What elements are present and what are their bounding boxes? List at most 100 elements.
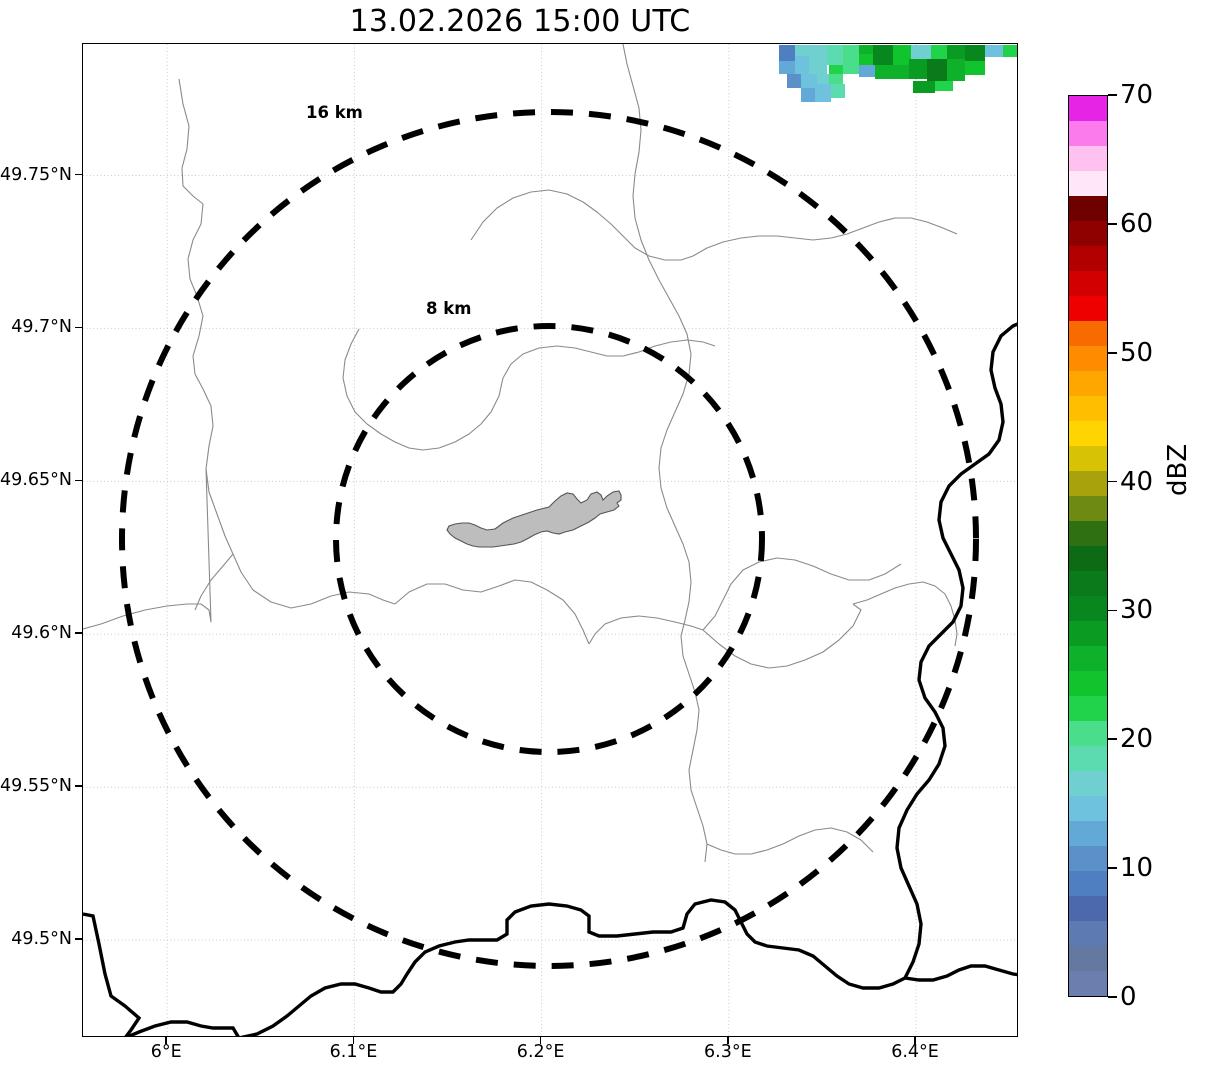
- colorbar-band: [1069, 846, 1107, 871]
- radar-cell: [947, 45, 965, 59]
- range-ring-label-8km: 8 km: [426, 299, 472, 318]
- figure-title: 13.02.2026 15:00 UTC: [349, 4, 691, 39]
- radar-cell: [935, 81, 953, 91]
- radar-cell: [859, 65, 875, 77]
- y-axis-tick-label: 49.65°N: [0, 470, 72, 491]
- x-axis-tick-label: 6.2°E: [516, 1042, 565, 1062]
- colorbar-tick-mark: [1108, 223, 1117, 225]
- radar-cell: [965, 61, 985, 75]
- colorbar-tick-mark: [1108, 94, 1117, 96]
- colorbar-band: [1069, 746, 1107, 771]
- radar-cell: [843, 61, 859, 74]
- radar-cell: [831, 84, 845, 98]
- y-axis-tick-label: 49.5°N: [11, 929, 72, 950]
- radar-cell: [817, 74, 829, 84]
- x-axis-tick-mark: [352, 1037, 355, 1044]
- radar-cell: [913, 81, 935, 93]
- colorbar-tick-label: 60: [1120, 208, 1154, 239]
- colorbar-band: [1069, 321, 1107, 346]
- y-axis-tick-mark: [75, 632, 82, 635]
- radar-cell: [875, 65, 891, 79]
- radar-cell: [795, 45, 809, 56]
- colorbar-tick-mark: [1108, 480, 1117, 483]
- colorbar-tick-label: 50: [1120, 337, 1154, 368]
- colorbar-band: [1069, 246, 1107, 271]
- radar-cell: [909, 59, 927, 79]
- colorbar-tick-label: 70: [1120, 80, 1154, 110]
- radar-cell: [815, 84, 831, 102]
- radar-cell: [843, 45, 859, 61]
- colorbar-band: [1069, 896, 1107, 921]
- colorbar[interactable]: [1068, 95, 1108, 997]
- range-ring-16km: [119, 109, 979, 969]
- colorbar-band: [1069, 596, 1107, 621]
- radar-cell: [1003, 45, 1017, 57]
- y-axis-tick-mark: [75, 173, 82, 176]
- colorbar-tick-mark: [1108, 996, 1117, 998]
- colorbar-band: [1069, 871, 1107, 896]
- colorbar-band: [1069, 946, 1107, 971]
- colorbar-tick-label: 40: [1120, 466, 1154, 497]
- radar-cell: [873, 45, 893, 65]
- y-axis-tick-mark: [75, 938, 82, 940]
- grid-lines: [83, 44, 1017, 1036]
- x-axis-tick-mark: [539, 1037, 542, 1044]
- y-axis-tick-label: 49.7°N: [11, 317, 72, 338]
- y-axis-tick-label: 49.6°N: [11, 623, 72, 644]
- radar-cell: [931, 45, 947, 59]
- radar-cell: [911, 45, 931, 59]
- x-axis-tick-label: 6°E: [150, 1042, 182, 1062]
- range-ring-label-16km: 16 km: [306, 103, 363, 122]
- colorbar-label: dBZ: [1163, 443, 1193, 496]
- radar-cell: [829, 65, 843, 74]
- colorbar-band: [1069, 696, 1107, 721]
- colorbar-band: [1069, 771, 1107, 796]
- radar-reflectivity-cells: [779, 45, 1017, 102]
- radar-cell: [779, 45, 795, 61]
- range-ring-8km: [333, 323, 765, 755]
- colorbar-band: [1069, 721, 1107, 746]
- admin-boundaries: [83, 44, 958, 863]
- x-axis-tick-mark: [165, 1037, 168, 1044]
- colorbar-band: [1069, 796, 1107, 821]
- colorbar-band: [1069, 121, 1107, 146]
- map-plot-area[interactable]: 16 km 8 km: [82, 43, 1018, 1037]
- colorbar-band: [1069, 196, 1107, 221]
- colorbar-band: [1069, 621, 1107, 646]
- map-vector-layer: [83, 44, 1017, 1036]
- y-axis-tick-mark: [75, 785, 82, 787]
- colorbar-band: [1069, 446, 1107, 471]
- colorbar-tick-label: 20: [1120, 724, 1154, 755]
- radar-cell: [809, 58, 827, 74]
- colorbar-band: [1069, 521, 1107, 546]
- radar-cell: [809, 45, 827, 58]
- colorbar-band: [1069, 396, 1107, 421]
- radar-cell: [927, 59, 947, 81]
- radar-cell: [965, 45, 985, 61]
- y-axis-tick-mark: [75, 479, 82, 482]
- colorbar-band: [1069, 821, 1107, 846]
- y-axis-tick-label: 49.75°N: [0, 164, 72, 185]
- colorbar-band: [1069, 146, 1107, 171]
- radar-cell: [891, 65, 909, 79]
- colorbar-band: [1069, 571, 1107, 596]
- radar-cell: [795, 56, 809, 74]
- x-axis-tick-label: 6.3°E: [704, 1042, 752, 1062]
- colorbar-band: [1069, 971, 1107, 996]
- y-axis-tick-mark: [75, 326, 82, 329]
- x-axis-tick-label: 6.1°E: [329, 1042, 378, 1062]
- colorbar-band: [1069, 671, 1107, 696]
- x-axis-tick-mark: [727, 1037, 729, 1044]
- radar-cell: [827, 45, 843, 65]
- colorbar-band: [1069, 171, 1107, 196]
- radar-cell: [985, 45, 1003, 57]
- colorbar-tick-mark: [1108, 738, 1117, 741]
- colorbar-band: [1069, 471, 1107, 496]
- radar-cell: [801, 74, 817, 88]
- colorbar-band: [1069, 546, 1107, 571]
- range-rings: [119, 109, 979, 969]
- radar-cell: [801, 88, 815, 102]
- colorbar-tick-mark: [1108, 351, 1117, 354]
- x-axis-tick-label: 6.4°E: [891, 1042, 939, 1062]
